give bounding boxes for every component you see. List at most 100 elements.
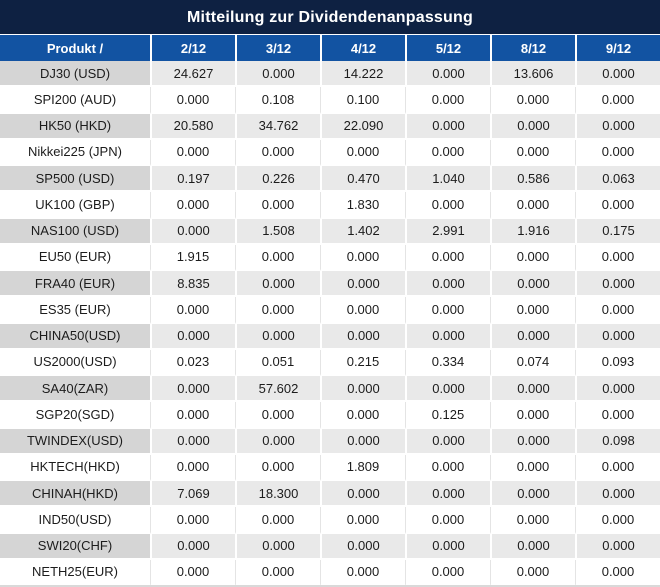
product-cell: SA40(ZAR): [0, 376, 150, 403]
value-cell: 0.000: [490, 271, 575, 298]
table-row: SPI200 (AUD) 0.000 0.108 0.100 0.000 0.000 0.0…: [0, 87, 660, 114]
column-header-date-1: 3/12: [235, 35, 320, 61]
value-cell: 0.000: [320, 559, 405, 586]
value-cell: 0.000: [235, 507, 320, 534]
value-cell: 1.916: [490, 218, 575, 245]
title-bar: Mitteilung zur Dividendenanpassung: [0, 0, 660, 35]
value-cell: 0.000: [490, 507, 575, 534]
value-cell: 0.000: [405, 428, 490, 455]
value-cell: 0.000: [575, 297, 660, 324]
value-cell: 0.000: [405, 559, 490, 586]
product-cell: HK50 (HKD): [0, 113, 150, 140]
value-cell: 0.000: [150, 428, 235, 455]
value-cell: 1.402: [320, 218, 405, 245]
value-cell: 0.000: [575, 559, 660, 586]
value-cell: 13.606: [490, 61, 575, 88]
product-cell: FRA40 (EUR): [0, 271, 150, 298]
table-row: TWINDEX(USD) 0.000 0.000 0.000 0.000 0.000 0.0…: [0, 428, 660, 455]
value-cell: 0.000: [320, 323, 405, 350]
value-cell: 0.000: [320, 376, 405, 403]
product-cell: UK100 (GBP): [0, 192, 150, 219]
value-cell: 0.000: [320, 481, 405, 508]
value-cell: 0.000: [235, 271, 320, 298]
table-row: ES35 (EUR) 0.000 0.000 0.000 0.000 0.000 0.000: [0, 297, 660, 324]
value-cell: 0.000: [490, 559, 575, 586]
column-header-date-3: 5/12: [405, 35, 490, 61]
table-row: IND50(USD) 0.000 0.000 0.000 0.000 0.000 0.000: [0, 507, 660, 534]
table-row: SA40(ZAR) 0.000 57.602 0.000 0.000 0.000 0.000: [0, 376, 660, 403]
table-row: SP500 (USD) 0.197 0.226 0.470 1.040 0.586 0.06…: [0, 166, 660, 193]
value-cell: 0.000: [405, 61, 490, 88]
value-cell: 0.000: [320, 533, 405, 560]
value-cell: 0.000: [490, 297, 575, 324]
product-cell: NETH25(EUR): [0, 559, 150, 586]
table-row: NETH25(EUR) 0.000 0.000 0.000 0.000 0.000 0.00…: [0, 559, 660, 586]
product-cell: SWI20(CHF): [0, 533, 150, 560]
value-cell: 0.000: [150, 297, 235, 324]
column-header-date-5: 9/12: [575, 35, 660, 61]
dividend-table: Produkt / 2/12 3/12 4/12 5/12 8/12 9/12 DJ30 …: [0, 35, 660, 586]
value-cell: 0.000: [320, 507, 405, 534]
value-cell: 0.000: [575, 454, 660, 481]
value-cell: 0.000: [235, 323, 320, 350]
table-row: Nikkei225 (JPN) 0.000 0.000 0.000 0.000 0.000…: [0, 139, 660, 166]
value-cell: 0.000: [490, 113, 575, 140]
bottom-divider: [0, 585, 660, 587]
value-cell: 0.000: [575, 376, 660, 403]
value-cell: 0.197: [150, 166, 235, 193]
value-cell: 0.000: [235, 192, 320, 219]
value-cell: 0.000: [150, 507, 235, 534]
value-cell: 0.000: [405, 139, 490, 166]
value-cell: 0.000: [150, 454, 235, 481]
table-body: DJ30 (USD) 24.627 0.000 14.222 0.000 13.606 0.…: [0, 61, 660, 586]
value-cell: 0.000: [235, 454, 320, 481]
value-cell: 0.000: [320, 402, 405, 429]
table-row: DJ30 (USD) 24.627 0.000 14.222 0.000 13.606 0.…: [0, 61, 660, 88]
value-cell: 57.602: [235, 376, 320, 403]
product-cell: TWINDEX(USD): [0, 428, 150, 455]
value-cell: 0.000: [150, 376, 235, 403]
product-cell: US2000(USD): [0, 349, 150, 376]
value-cell: 0.226: [235, 166, 320, 193]
product-cell: ES35 (EUR): [0, 297, 150, 324]
value-cell: 0.586: [490, 166, 575, 193]
column-header-date-0: 2/12: [150, 35, 235, 61]
value-cell: 0.000: [490, 139, 575, 166]
value-cell: 0.125: [405, 402, 490, 429]
value-cell: 0.000: [490, 376, 575, 403]
product-cell: Nikkei225 (JPN): [0, 139, 150, 166]
value-cell: 0.000: [150, 323, 235, 350]
value-cell: 0.000: [405, 271, 490, 298]
table-row: NAS100 (USD) 0.000 1.508 1.402 2.991 1.916 0.1…: [0, 218, 660, 245]
value-cell: 0.000: [575, 481, 660, 508]
table-header-row: Produkt / 2/12 3/12 4/12 5/12 8/12 9/12: [0, 35, 660, 61]
table-row: FRA40 (EUR) 8.835 0.000 0.000 0.000 0.000 0.00…: [0, 271, 660, 298]
value-cell: 0.093: [575, 349, 660, 376]
value-cell: 0.000: [235, 244, 320, 271]
value-cell: 0.000: [490, 428, 575, 455]
value-cell: 0.470: [320, 166, 405, 193]
value-cell: 0.000: [490, 244, 575, 271]
value-cell: 34.762: [235, 113, 320, 140]
value-cell: 0.000: [490, 402, 575, 429]
value-cell: 0.000: [575, 507, 660, 534]
value-cell: 0.000: [575, 192, 660, 219]
column-header-product: Produkt /: [0, 35, 150, 61]
table-row: SGP20(SGD) 0.000 0.000 0.000 0.125 0.000 0.000: [0, 402, 660, 429]
value-cell: 0.000: [320, 244, 405, 271]
table-row: CHINA50(USD) 0.000 0.000 0.000 0.000 0.000 0.0…: [0, 323, 660, 350]
product-cell: IND50(USD): [0, 507, 150, 534]
value-cell: 0.000: [150, 192, 235, 219]
value-cell: 1.040: [405, 166, 490, 193]
value-cell: 0.000: [490, 533, 575, 560]
column-header-date-2: 4/12: [320, 35, 405, 61]
value-cell: 0.000: [235, 61, 320, 88]
value-cell: 20.580: [150, 113, 235, 140]
product-cell: DJ30 (USD): [0, 61, 150, 88]
value-cell: 0.000: [575, 533, 660, 560]
value-cell: 0.108: [235, 87, 320, 114]
product-cell: CHINA50(USD): [0, 323, 150, 350]
table-row: SWI20(CHF) 0.000 0.000 0.000 0.000 0.000 0.000: [0, 533, 660, 560]
table-row: CHINAH(HKD) 7.069 18.300 0.000 0.000 0.000 0.0…: [0, 481, 660, 508]
